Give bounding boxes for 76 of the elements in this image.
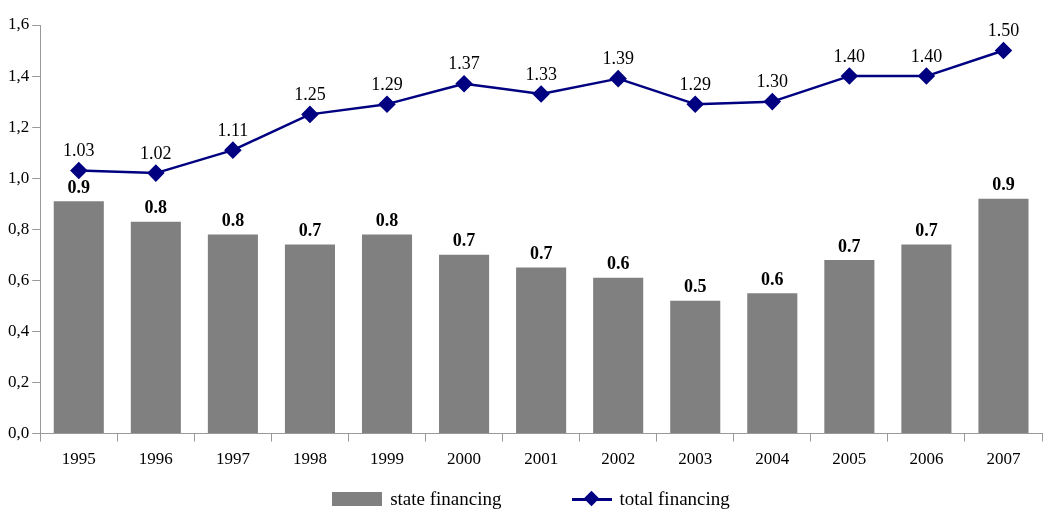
bar xyxy=(824,259,875,434)
data-label: 0.7 xyxy=(529,243,553,264)
x-tick-label: 1997 xyxy=(215,449,251,469)
bar xyxy=(978,198,1029,434)
legend-label: total financing xyxy=(619,488,730,510)
x-tick-label: 1998 xyxy=(292,449,327,469)
bar xyxy=(284,244,335,434)
data-label: 0.8 xyxy=(221,210,245,231)
bar xyxy=(670,300,721,434)
y-tick-label: 0,6 xyxy=(8,269,30,289)
x-tick-label: 2003 xyxy=(678,449,713,469)
y-tick-label: 1,0 xyxy=(8,167,30,187)
point xyxy=(455,75,473,92)
y-tick-label: 0,4 xyxy=(8,320,30,340)
legend-label: state financing xyxy=(390,488,502,510)
x-tick-label: 2005 xyxy=(832,449,867,469)
bar xyxy=(593,277,644,434)
x-tick-label: 2007 xyxy=(986,449,1021,469)
data-label: 1.39 xyxy=(602,48,634,69)
data-label: 1.40 xyxy=(833,45,866,66)
data-label: 0.8 xyxy=(144,197,168,218)
x-tick-label: 2000 xyxy=(447,449,482,469)
x-tick-label: 2002 xyxy=(601,449,636,469)
data-label: 0.5 xyxy=(683,276,707,297)
x-tick-label: 2006 xyxy=(909,449,944,469)
x-tick-label: 2001 xyxy=(524,449,559,469)
point xyxy=(841,67,858,85)
data-label: 1.29 xyxy=(679,73,711,94)
data-label: 1.03 xyxy=(63,140,95,161)
data-label: 0.9 xyxy=(992,174,1015,195)
point xyxy=(224,141,242,159)
bar xyxy=(361,234,413,434)
point xyxy=(378,95,396,113)
point xyxy=(301,106,319,123)
y-tick-label: 0,8 xyxy=(8,218,30,238)
data-label: 1.02 xyxy=(140,142,172,163)
data-label: 1.50 xyxy=(987,20,1020,41)
data-label: 0.7 xyxy=(298,220,322,241)
data-label: 1.40 xyxy=(910,45,943,66)
data-label: 0.8 xyxy=(375,210,399,231)
bar xyxy=(516,267,567,434)
bar xyxy=(53,201,104,434)
point xyxy=(147,164,165,182)
data-label: 1.30 xyxy=(756,71,789,92)
data-label: 1.37 xyxy=(448,53,480,74)
bar xyxy=(901,244,952,434)
point xyxy=(764,93,781,110)
data-label: 1.33 xyxy=(525,63,557,84)
x-tick-label: 2004 xyxy=(755,449,790,469)
point xyxy=(70,162,88,179)
bar xyxy=(207,234,258,434)
data-label: 0.7 xyxy=(452,230,476,251)
data-label: 1.11 xyxy=(217,119,249,140)
y-tick-label: 0,0 xyxy=(8,423,30,443)
bar xyxy=(130,221,181,434)
data-label: 0.6 xyxy=(761,268,784,289)
data-label: 0.7 xyxy=(915,220,938,241)
y-tick-label: 1,4 xyxy=(8,65,30,85)
point xyxy=(686,95,704,113)
x-tick-label: 1996 xyxy=(138,449,173,469)
data-label: 0.6 xyxy=(606,253,630,274)
bar xyxy=(747,293,798,434)
bar xyxy=(439,254,490,434)
y-tick-label: 1,2 xyxy=(8,116,30,136)
y-tick-label: 0,2 xyxy=(8,371,30,391)
x-tick-label: 1995 xyxy=(61,449,96,469)
data-label: 1.29 xyxy=(371,73,403,94)
point xyxy=(532,85,550,103)
point xyxy=(995,42,1012,59)
data-label: 0.7 xyxy=(838,235,861,256)
point xyxy=(609,70,627,87)
y-tick-label: 1,6 xyxy=(8,14,30,34)
point xyxy=(918,67,935,85)
data-label: 1.25 xyxy=(294,84,326,105)
x-tick-label: 1999 xyxy=(370,449,405,469)
data-label: 0.9 xyxy=(67,176,91,197)
